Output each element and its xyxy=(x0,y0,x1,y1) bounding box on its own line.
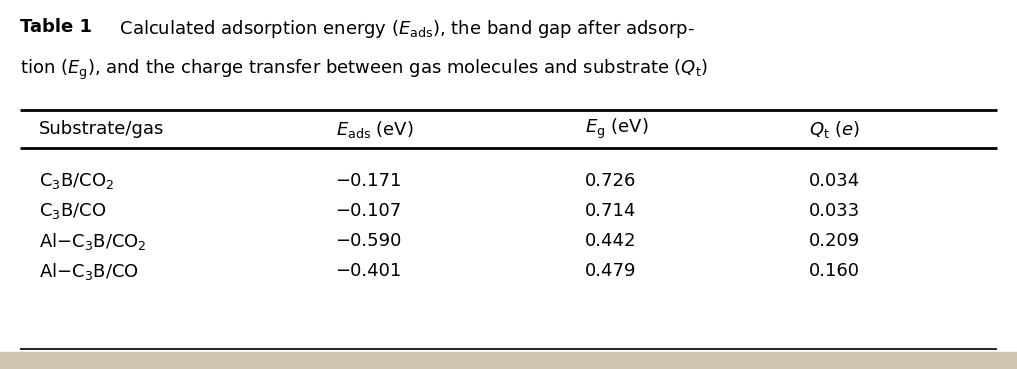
Text: 0.714: 0.714 xyxy=(585,202,637,220)
Text: Al$-$C$_3$B/CO$_2$: Al$-$C$_3$B/CO$_2$ xyxy=(39,231,146,252)
Text: Table 1: Table 1 xyxy=(20,18,92,36)
Text: tion ($E_\mathregular{g}$), and the charge transfer between gas molecules and su: tion ($E_\mathregular{g}$), and the char… xyxy=(20,58,708,82)
Text: $E_\mathregular{g}$ (eV): $E_\mathregular{g}$ (eV) xyxy=(585,117,648,141)
Text: −0.107: −0.107 xyxy=(336,202,402,220)
Text: $E_\mathregular{ads}$ (eV): $E_\mathregular{ads}$ (eV) xyxy=(336,118,413,139)
Text: 0.034: 0.034 xyxy=(809,172,859,190)
Text: C$_3$B/CO: C$_3$B/CO xyxy=(39,201,106,221)
Bar xyxy=(0,352,1017,369)
Text: Substrate/gas: Substrate/gas xyxy=(39,120,164,138)
Text: 0.442: 0.442 xyxy=(585,232,637,250)
Text: 0.160: 0.160 xyxy=(809,262,859,280)
Text: 0.479: 0.479 xyxy=(585,262,637,280)
Text: C$_3$B/CO$_2$: C$_3$B/CO$_2$ xyxy=(39,171,114,191)
Text: 0.033: 0.033 xyxy=(809,202,859,220)
Text: Calculated adsorption energy ($E_\mathregular{ads}$), the band gap after adsorp-: Calculated adsorption energy ($E_\mathre… xyxy=(108,18,695,40)
Text: −0.171: −0.171 xyxy=(336,172,402,190)
Text: −0.401: −0.401 xyxy=(336,262,402,280)
Text: 0.726: 0.726 xyxy=(585,172,637,190)
Text: $Q_\mathregular{t}$ ($e$): $Q_\mathregular{t}$ ($e$) xyxy=(809,118,859,139)
Text: 0.209: 0.209 xyxy=(809,232,859,250)
Text: Al$-$C$_3$B/CO: Al$-$C$_3$B/CO xyxy=(39,261,138,282)
Text: −0.590: −0.590 xyxy=(336,232,402,250)
